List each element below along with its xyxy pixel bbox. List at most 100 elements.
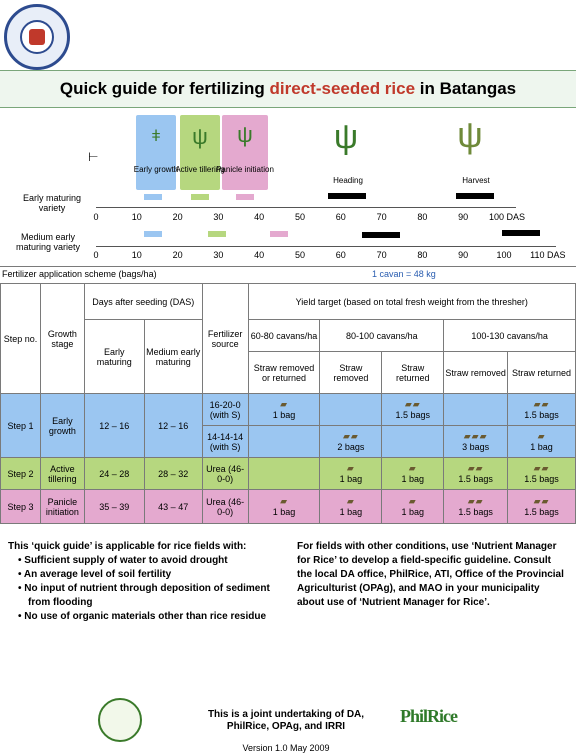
step2-label: Step 2	[0, 457, 41, 490]
axis-tick-label: 0	[93, 250, 99, 260]
header-yield-target: Yield target (based on total fresh weigh…	[247, 283, 576, 320]
heading-plant-icon: ψ	[333, 118, 359, 156]
fertilizer-bag-icon: ▰▰▰	[463, 431, 488, 441]
panicle-plant-icon: ψ	[237, 122, 253, 147]
step1-medium-das: 12 – 16	[143, 393, 203, 458]
step2-early-das: 24 – 28	[83, 457, 145, 490]
cell: ▰ 1 bag	[247, 489, 321, 524]
axis-tick-label: 20	[172, 212, 183, 222]
fertilizer-bag-icon: ▰▰	[467, 463, 484, 473]
note-item: • No input of nutrient through depositio…	[18, 583, 270, 608]
axis-tick-label: 60	[335, 250, 346, 260]
axis-tick-label: 70	[376, 212, 387, 222]
fertilizer-bag-icon: ▰	[408, 496, 417, 506]
axis-tick-label: 10	[131, 212, 142, 222]
step1-label: Step 1	[0, 393, 41, 458]
fertilizer-bag-icon: ▰▰	[342, 431, 359, 441]
medium-heading-bar	[362, 232, 400, 238]
early-harvest-bar	[456, 193, 494, 199]
batangas-seal-logo	[4, 4, 70, 70]
fertilizer-bag-icon: ▰	[346, 496, 355, 506]
medium-harvest-bar	[502, 230, 540, 236]
early-step3-swatch	[236, 194, 254, 200]
step3-source: Urea (46-0-0)	[201, 489, 249, 524]
stage-label-heading: Heading	[333, 176, 363, 185]
header-yield-3: 100-130 cavans/ha	[443, 319, 576, 352]
axis-tick-label: 40	[254, 250, 265, 260]
early-axis	[96, 207, 516, 208]
axis-tick-label: 100	[496, 250, 512, 260]
stage-label-active-tillering: Active tillering	[175, 165, 225, 174]
cell: ▰ 1 bag	[381, 489, 445, 524]
harvest-plant-icon: ψ	[457, 114, 483, 155]
table-row: Step 2 Active tillering 24 – 28 28 – 32 …	[0, 457, 576, 490]
title-banner	[0, 70, 576, 108]
applicability-notes: This ‘quick guide’ is applicable for ric…	[8, 540, 288, 624]
axis-tick-label: 60	[335, 212, 346, 222]
axis-tick-label: 40	[254, 212, 265, 222]
header-straw-removed-2: Straw removed	[319, 351, 383, 394]
stage-active-tillering-bg	[180, 115, 220, 190]
cell: ▰ 1 bag	[319, 457, 383, 490]
header-early-maturing: Early maturing	[83, 319, 145, 394]
header-yield-2: 80-100 cavans/ha	[319, 319, 445, 352]
note-item: • Sufficient supply of water to avoid dr…	[18, 555, 228, 566]
axis-tick-label: 30	[213, 212, 224, 222]
cell: ▰ 1 bag	[319, 489, 383, 524]
cell: ▰▰ 2 bags	[319, 425, 383, 458]
axis-tick-label: 20	[172, 250, 183, 260]
page-title: Quick guide for fertilizing direct-seede…	[59, 79, 517, 98]
header-medium-maturing: Medium early maturing	[143, 319, 203, 394]
header-straw-returned-2: Straw returned	[381, 351, 445, 394]
axis-tick-label: 30	[213, 250, 224, 260]
cell: ▰▰ 1.5 bags	[507, 393, 576, 426]
cell: ▰▰▰ 3 bags	[443, 425, 509, 458]
stage-label-harvest: Harvest	[462, 176, 490, 185]
axis-tick-label: 80	[417, 212, 428, 222]
fertilizer-bag-icon: ▰▰	[533, 463, 550, 473]
stage-panicle-initiation-bg	[222, 115, 268, 190]
note-item: • No use of organic materials other than…	[18, 611, 267, 622]
cell	[319, 393, 383, 426]
fertilizer-bag-icon: ▰	[408, 463, 417, 473]
step2-source: Urea (46-0-0)	[201, 457, 249, 490]
cell: ▰ 1 bag	[381, 457, 445, 490]
cell	[381, 425, 445, 458]
header-straw-removed-or-returned: Straw removed or returned	[247, 351, 321, 394]
medium-step1-swatch	[144, 231, 162, 237]
early-step2-swatch	[191, 194, 209, 200]
scheme-rule	[0, 266, 576, 267]
cell: ▰▰ 1.5 bags	[381, 393, 445, 426]
cell: ▰▰ 1.5 bags	[443, 457, 509, 490]
notes-intro: This ‘quick guide’ is applicable for ric…	[8, 541, 247, 552]
header-das: Days after seeding (DAS)	[83, 283, 203, 320]
early-step1-swatch	[144, 194, 162, 200]
step1a-source: 16-20-0 (with S)	[201, 393, 249, 426]
tillering-plant-icon: ψ	[192, 124, 208, 149]
cell	[443, 393, 509, 426]
axis-tick-label: 50	[294, 212, 305, 222]
axis-tick-label: 0	[93, 212, 99, 222]
header-straw-removed-3: Straw removed	[443, 351, 509, 394]
step3-label: Step 3	[0, 489, 41, 524]
cell	[247, 457, 321, 490]
cell: ▰ 1 bag	[507, 425, 576, 458]
step3-medium-das: 43 – 47	[143, 489, 203, 524]
axis-tick-label: 70	[376, 250, 387, 260]
cell: ▰▰ 1.5 bags	[507, 457, 576, 490]
philrice-logo: PhilRice	[400, 706, 458, 726]
early-heading-bar	[328, 193, 366, 199]
medium-axis	[96, 246, 556, 247]
step1-early-das: 12 – 16	[83, 393, 145, 458]
fertilizer-bag-icon: ▰▰	[467, 496, 484, 506]
other-conditions-note: For fields with other conditions, use ‘N…	[297, 541, 564, 608]
cell	[247, 425, 321, 458]
seed-arrow-icon: ⊢	[88, 150, 99, 164]
header-step: Step no.	[0, 283, 41, 394]
stage-label-panicle-initiation: Panicle initiation	[216, 165, 274, 174]
fertilizer-bag-icon: ▰▰	[533, 496, 550, 506]
axis-tick-label: 10	[131, 250, 142, 260]
joint-undertaking-text: This is a joint undertaking of DA, PhilR…	[207, 709, 365, 732]
scheme-label: Fertilizer application scheme (bags/ha)	[2, 269, 157, 279]
cell: ▰ 1 bag	[247, 393, 321, 426]
